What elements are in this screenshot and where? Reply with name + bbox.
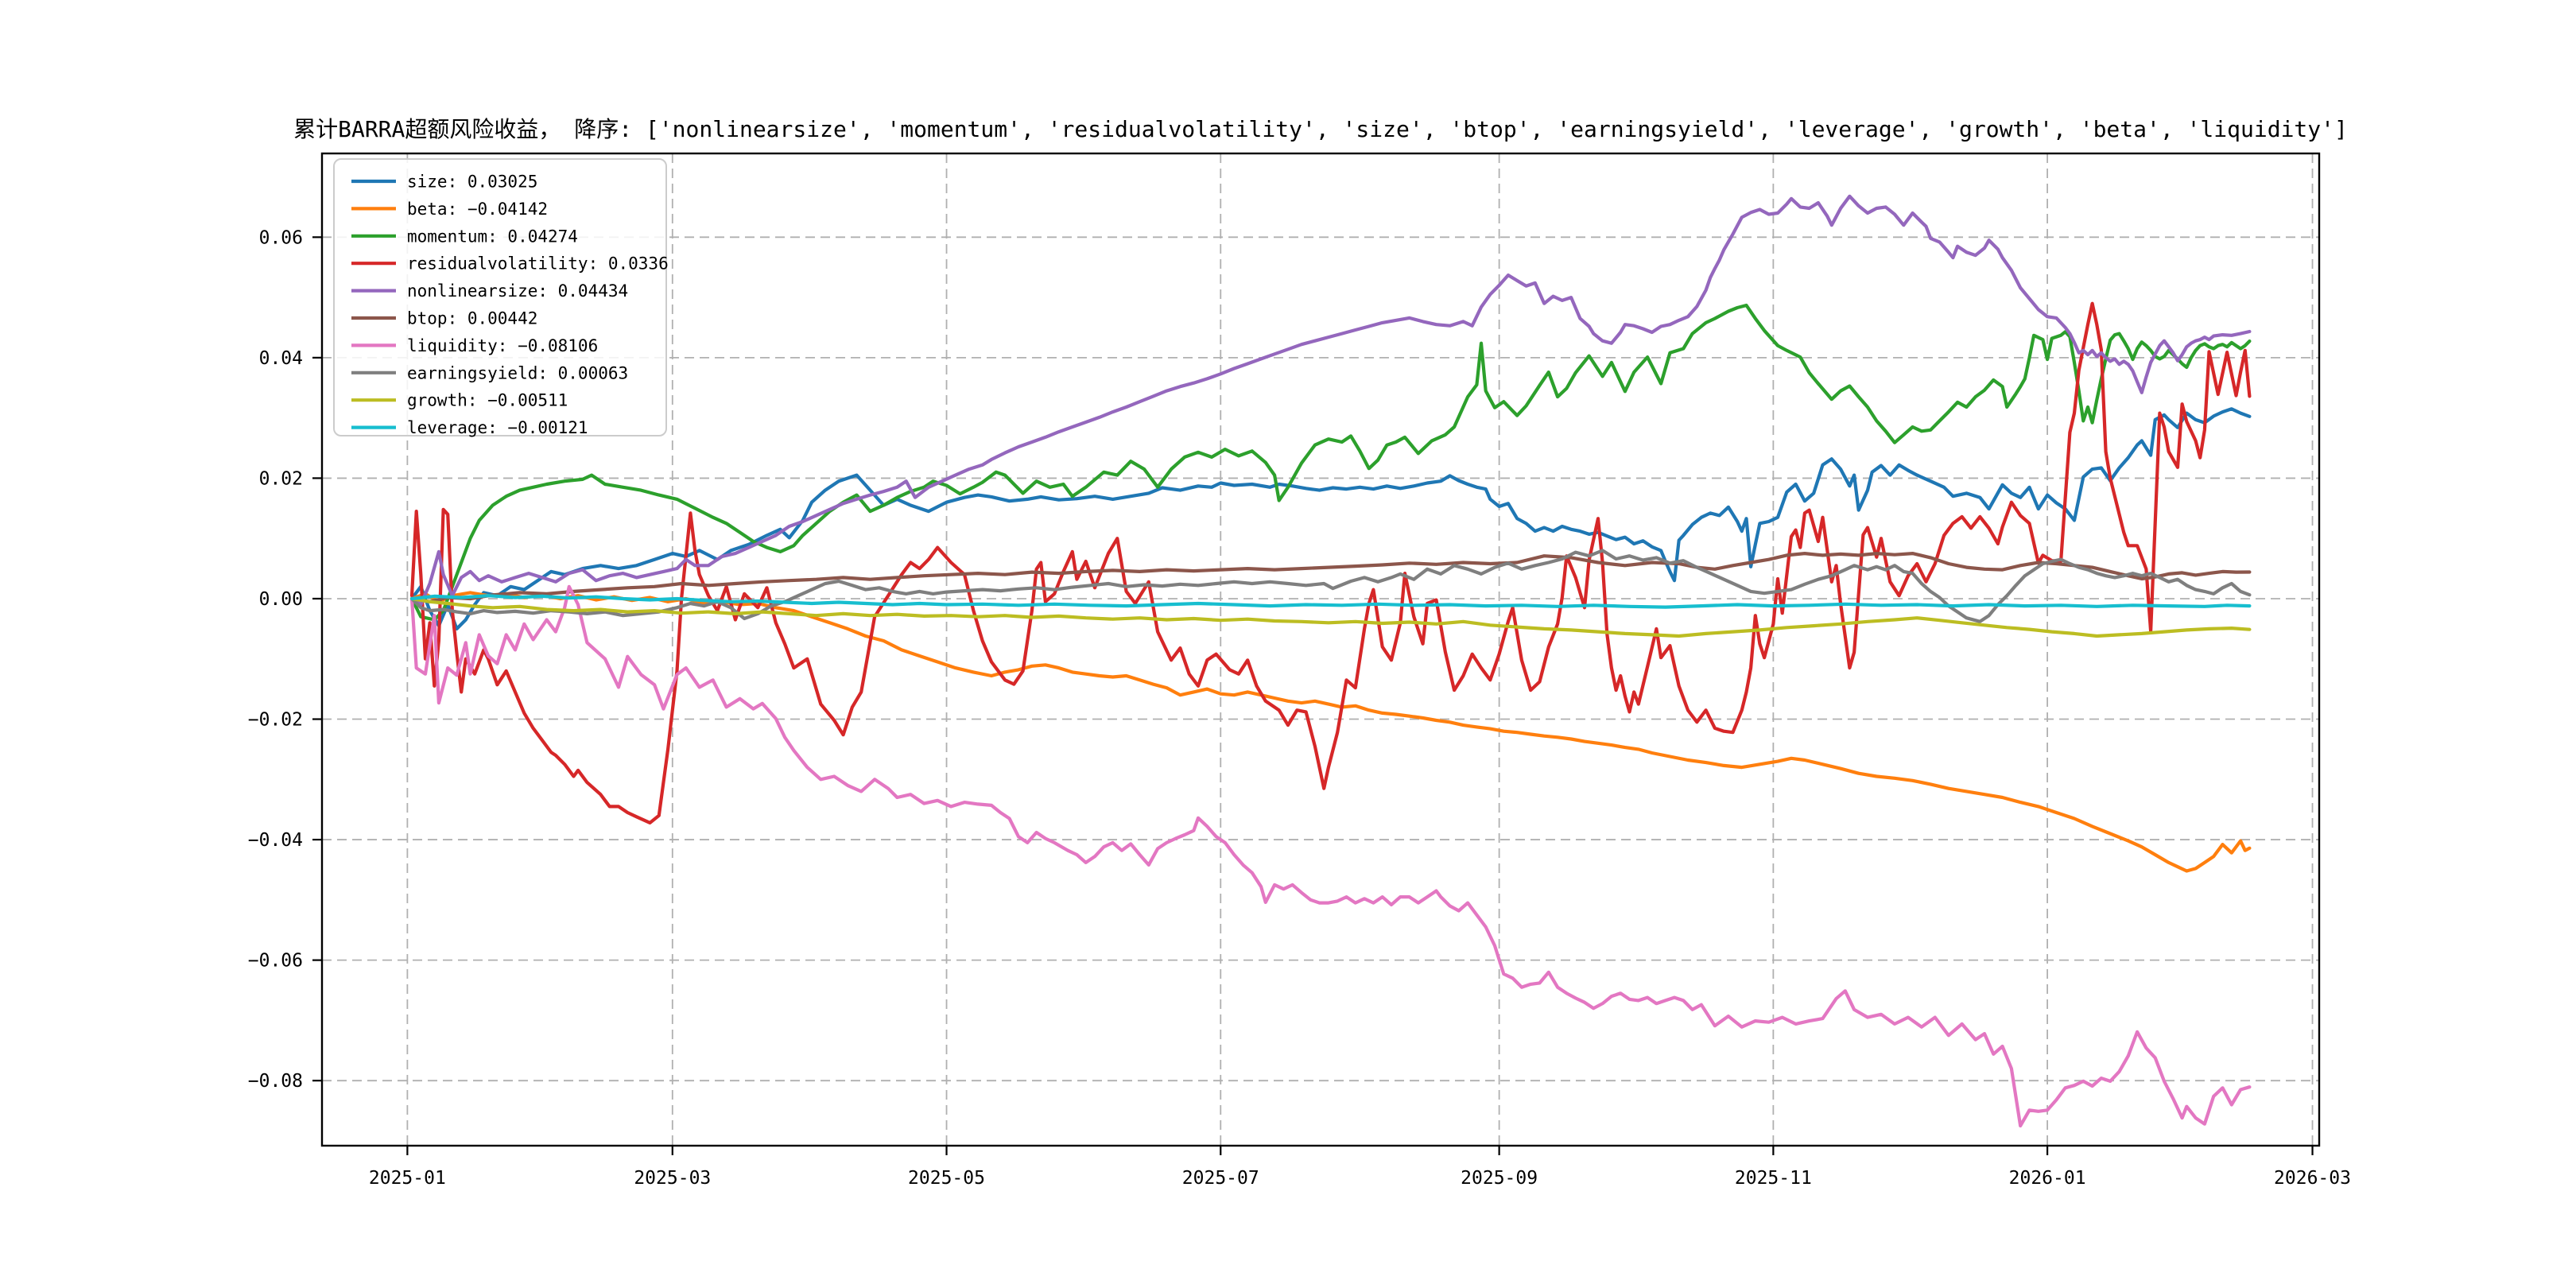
x-tick-label: 2026-01 <box>2009 1168 2086 1189</box>
legend-item-beta: beta: −0.04142 <box>351 200 548 219</box>
legend-label: residualvolatility: 0.0336 <box>407 254 669 274</box>
series-line-beta <box>409 591 2252 873</box>
x-tick-label: 2025-05 <box>908 1168 985 1189</box>
y-tick-label: −0.06 <box>248 951 303 972</box>
x-tick-label: 2025-09 <box>1461 1168 1538 1189</box>
legend-item-momentum: momentum: 0.04274 <box>351 227 578 246</box>
x-tick-label: 2025-03 <box>634 1168 711 1189</box>
y-tick-label: 0.00 <box>259 589 303 610</box>
x-tick-label: 2025-01 <box>369 1168 446 1189</box>
legend-item-size: size: 0.03025 <box>351 173 537 192</box>
y-tick-label: −0.02 <box>248 710 303 731</box>
y-tick-label: 0.06 <box>259 227 303 248</box>
chart-title: 累计BARRA超额风险收益， 降序: ['nonlinearsize', 'mo… <box>293 116 2348 142</box>
legend-item-residualvolatility: residualvolatility: 0.0336 <box>351 254 669 274</box>
legend-item-btop: btop: 0.00442 <box>351 309 537 328</box>
legend-label: beta: −0.04142 <box>407 200 548 219</box>
x-tick-label: 2026-03 <box>2274 1168 2351 1189</box>
x-tick-label: 2025-07 <box>1182 1168 1259 1189</box>
series-line-size <box>409 407 2252 630</box>
legend-label: nonlinearsize: 0.04434 <box>407 281 628 301</box>
ticks <box>312 236 2314 1155</box>
legend: size: 0.03025 beta: −0.04142 momentum: 0.0… <box>333 158 669 437</box>
tick-labels: 2025-01 2025-03 2025-05 2025-07 2025-09 2025-… <box>248 227 2351 1189</box>
series-lines <box>409 194 2252 1128</box>
legend-label: earningsyield: 0.00063 <box>407 363 628 382</box>
legend-item-growth: growth: −0.00511 <box>351 391 568 410</box>
legend-item-nonlinearsize: nonlinearsize: 0.04434 <box>351 281 628 301</box>
legend-label: liquidity: −0.08106 <box>407 336 598 355</box>
legend-item-liquidity: liquidity: −0.08106 <box>351 336 598 355</box>
series-line-growth <box>409 596 2252 638</box>
legend-item-leverage: leverage: −0.00121 <box>351 418 588 437</box>
series-line-nonlinearsize <box>409 194 2252 607</box>
y-tick-label: 0.04 <box>259 348 303 369</box>
y-tick-label: 0.02 <box>259 468 303 489</box>
legend-box <box>333 158 667 436</box>
x-tick-label: 2025-11 <box>1735 1168 1812 1189</box>
legend-item-earningsyield: earningsyield: 0.00063 <box>351 363 628 382</box>
legend-label: size: 0.03025 <box>407 173 537 192</box>
series-line-liquidity <box>409 584 2252 1128</box>
plot-frame <box>320 152 2321 1147</box>
series-line-leverage <box>409 594 2252 609</box>
y-tick-label: −0.08 <box>248 1071 303 1092</box>
legend-label: btop: 0.00442 <box>407 309 537 328</box>
legend-label: momentum: 0.04274 <box>407 227 578 246</box>
legend-label: leverage: −0.00121 <box>407 418 588 437</box>
y-tick-label: −0.04 <box>248 830 303 851</box>
legend-label: growth: −0.00511 <box>407 391 568 410</box>
series-line-earningsyield <box>409 549 2252 623</box>
